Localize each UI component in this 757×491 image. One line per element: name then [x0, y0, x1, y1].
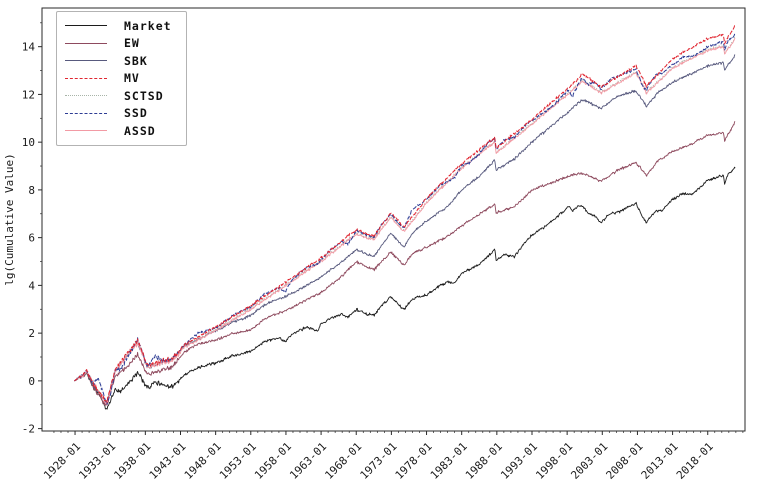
- y-tick-label: 6: [28, 232, 35, 245]
- x-tick-label: 1978-01: [393, 440, 435, 482]
- x-tick-label: 1938-01: [111, 440, 153, 482]
- legend-label-sctsd: SCTSD: [124, 88, 164, 103]
- x-tick-label: 1968-01: [322, 440, 364, 482]
- series-line-mv: [74, 25, 736, 404]
- legend-line-swatch-sbk: [65, 60, 107, 62]
- x-tick-label: 1953-01: [217, 440, 259, 482]
- series-lines: [74, 25, 736, 410]
- legend-label-mv: MV: [124, 71, 140, 86]
- x-tick-label: 1933-01: [76, 440, 118, 482]
- x-tick-label: 1948-01: [182, 440, 224, 482]
- legend-entry-ssd: SSD: [65, 105, 172, 123]
- series-line-market: [74, 166, 736, 410]
- x-tick-label: 1928-01: [41, 440, 83, 482]
- x-tick-label: 2018-01: [674, 440, 716, 482]
- legend-label-market: Market: [124, 18, 172, 33]
- legend-line-swatch-mv: [65, 77, 107, 79]
- legend-label-ew: EW: [124, 36, 140, 51]
- y-tick-label: 12: [22, 88, 35, 101]
- legend-line-swatch-assd: [65, 130, 107, 132]
- y-tick-label: 8: [28, 184, 35, 197]
- x-tick-label: 1973-01: [358, 440, 400, 482]
- legend-line-swatch-ssd: [65, 112, 107, 114]
- legend-entry-mv: MV: [65, 70, 172, 88]
- legend-line-swatch-ew: [65, 42, 107, 44]
- x-tick-label: 1963-01: [287, 440, 329, 482]
- x-tick-label: 1983-01: [428, 440, 470, 482]
- legend-line-swatch-sctsd: [65, 95, 107, 97]
- x-tick-label: 1943-01: [147, 440, 189, 482]
- legend-entry-market: Market: [65, 17, 172, 35]
- legend-label-sbk: SBK: [124, 53, 148, 68]
- x-tick-label: 1988-01: [463, 440, 505, 482]
- y-tick-label: 10: [22, 136, 35, 149]
- legend-label-assd: ASSD: [124, 123, 156, 138]
- x-tick-label: 1998-01: [533, 440, 575, 482]
- legend-entry-ew: EW: [65, 35, 172, 53]
- y-axis-label: lg(Cumulative Value): [3, 153, 16, 285]
- x-tick-label: 2008-01: [604, 440, 646, 482]
- y-tick-label: -2: [22, 423, 35, 436]
- series-line-ew: [74, 121, 736, 406]
- legend-entry-assd: ASSD: [65, 122, 172, 140]
- x-tick-label: 1993-01: [498, 440, 540, 482]
- legend-label-ssd: SSD: [124, 106, 148, 121]
- x-tick-label: 2003-01: [568, 440, 610, 482]
- y-tick-label: 0: [28, 375, 35, 388]
- legend-entry-sctsd: SCTSD: [65, 87, 172, 105]
- y-tick-label: 2: [28, 327, 35, 340]
- legend-entry-sbk: SBK: [65, 52, 172, 70]
- legend-line-swatch-market: [65, 25, 107, 27]
- y-tick-label: 4: [28, 279, 35, 292]
- x-tick-label: 1958-01: [252, 440, 294, 482]
- plot-border: [41, 7, 746, 432]
- legend: Market EW SBK MV SCTSD SSD ASSD: [56, 11, 187, 146]
- y-tick-label: 14: [22, 41, 36, 54]
- x-tick-label: 2013-01: [639, 440, 681, 482]
